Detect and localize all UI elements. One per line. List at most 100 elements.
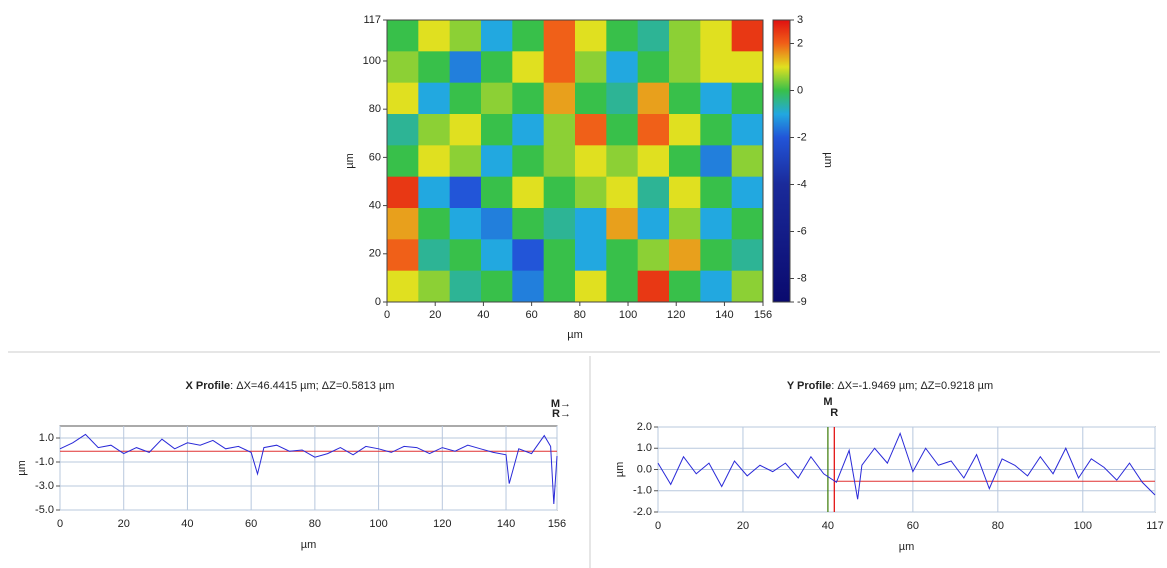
heatmap-cell [700, 51, 733, 84]
heatmap-cell [387, 82, 419, 115]
heatmap-cell [512, 145, 545, 178]
heatmap-cell [387, 208, 419, 240]
x-tick-label: 0 [655, 520, 661, 532]
heatmap-cell [418, 145, 451, 178]
x-axis-label: µm [567, 329, 583, 341]
heatmap-cell [700, 270, 733, 303]
x-tick-label: 117 [1146, 520, 1164, 532]
heatmap-cell [418, 239, 451, 272]
heatmap-cell [606, 208, 639, 240]
y-tick-label: 1.0 [637, 442, 652, 454]
heatmap-cell [543, 20, 576, 52]
heatmap-cell [575, 239, 607, 272]
heatmap-cell [700, 176, 733, 209]
heatmap-cell [669, 208, 701, 240]
heatmap-cell [387, 239, 419, 272]
heatmap-cell [481, 208, 513, 240]
heatmap-cell [606, 114, 639, 146]
heatmap-cell [669, 20, 701, 52]
heatmap-cell [575, 145, 607, 178]
x-tick-label: 40 [181, 518, 193, 530]
heatmap-cell [387, 51, 419, 84]
heatmap-cell [418, 208, 451, 240]
heatmap-cell [637, 82, 670, 115]
heatmap-cell [387, 20, 419, 52]
heatmap-cell [543, 51, 576, 84]
heatmap-cell [575, 270, 607, 303]
heatmap-cell [543, 270, 576, 303]
y-tick-label: 1.0 [39, 432, 54, 444]
y-tick-label: -3.0 [35, 480, 54, 492]
y-tick-label: 20 [369, 248, 381, 260]
heatmap-cell [669, 51, 701, 84]
heatmap-cell [606, 145, 639, 178]
y-tick-label: 60 [369, 151, 381, 163]
profile-line [657, 431, 1156, 500]
title-detail: : ΔX=-1.9469 µm; ΔZ=0.9218 µm [831, 380, 993, 392]
heatmap-cell [418, 114, 451, 146]
plot-frame [386, 19, 764, 303]
colorbar-tick-label: -6 [797, 225, 807, 237]
heatmap-cell [669, 114, 701, 146]
chart-title: X Profile: ΔX=46.4415 µm; ΔZ=0.5813 µm [186, 380, 395, 392]
heatmap-cell [669, 82, 701, 115]
colorbar-tick-label: 0 [797, 84, 803, 96]
heatmap-cell [512, 270, 545, 303]
marker-label: R [830, 407, 838, 419]
colorbar-tick-label: 2 [797, 37, 803, 49]
x-tick-label: 60 [245, 518, 257, 530]
marker-label: M→ [551, 398, 571, 410]
heatmap-cell [669, 270, 701, 303]
chart-title: Y Profile: ΔX=-1.9469 µm; ΔZ=0.9218 µm [787, 380, 993, 392]
y-axis-label: µm [16, 460, 28, 476]
heatmap-cell [637, 20, 670, 52]
heatmap-cell [575, 51, 607, 84]
profile-line [59, 433, 558, 505]
heatmap-cell [481, 82, 513, 115]
heatmap-cell [543, 145, 576, 178]
heatmap-cell [481, 270, 513, 303]
x-tick-label: 140 [497, 518, 515, 530]
x-axis-label: µm [899, 541, 915, 553]
x-tick-label: 40 [477, 309, 489, 321]
heatmap-cell [418, 176, 451, 209]
heatmap-cell [575, 114, 607, 146]
heatmap-cell [418, 270, 451, 303]
x-axis-label: µm [301, 539, 317, 551]
title-main: X Profile [186, 380, 231, 392]
marker-label: M [823, 396, 832, 408]
heatmap-cell [669, 239, 701, 272]
y-tick-label: 0.0 [637, 463, 652, 475]
y-tick-label: -5.0 [35, 504, 54, 516]
heatmap-cell [418, 51, 451, 84]
heatmap-cell [387, 114, 419, 146]
heatmap-cell [543, 114, 576, 146]
heatmap-cell [637, 51, 670, 84]
colorbar-tick-label: -9 [797, 296, 807, 308]
heatmap-cell [543, 239, 576, 272]
heatmap-cell [700, 20, 733, 52]
heatmap-cell [449, 20, 482, 52]
y-tick-label: 40 [369, 199, 381, 211]
y-tick-label: 0 [375, 296, 381, 308]
x-tick-label: 80 [309, 518, 321, 530]
colorbar-tick-label: -4 [797, 178, 807, 190]
heatmap-cell [637, 239, 670, 272]
heatmap-cell [418, 20, 451, 52]
x-tick-label: 0 [57, 518, 63, 530]
heatmap-cell [637, 145, 670, 178]
y-tick-label: 80 [369, 103, 381, 115]
heatmap-cell [637, 114, 670, 146]
x-tick-label: 20 [118, 518, 130, 530]
y-tick-label: 117 [363, 14, 381, 26]
x-tick-label: 100 [1074, 520, 1092, 532]
heatmap-cell [449, 82, 482, 115]
x-tick-label: 156 [548, 518, 566, 530]
heatmap-cell [512, 82, 545, 115]
heatmap-cell [481, 51, 513, 84]
heatmap-cell [481, 114, 513, 146]
colorbar-tick-label: -2 [797, 131, 807, 143]
heatmap-cell [731, 270, 764, 303]
heatmap-cell [512, 208, 545, 240]
